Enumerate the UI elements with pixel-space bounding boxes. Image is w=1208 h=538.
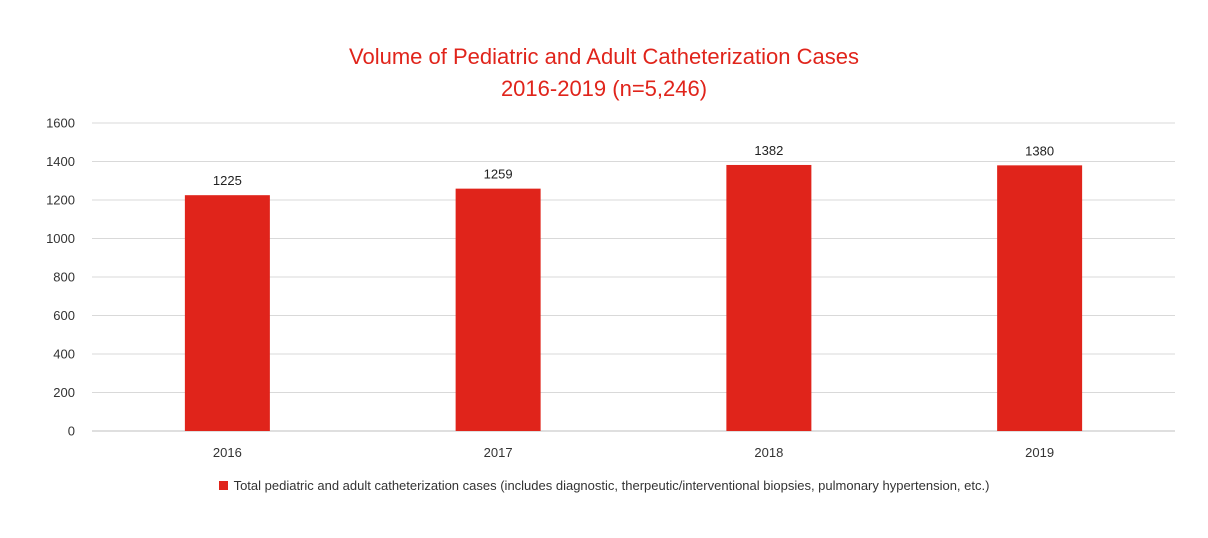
- y-tick-label: 0: [68, 424, 75, 439]
- y-tick-label: 1000: [46, 231, 75, 246]
- data-label: 1225: [213, 173, 242, 188]
- y-tick-label: 1400: [46, 154, 75, 169]
- x-tick-label: 2019: [1025, 445, 1054, 460]
- y-tick-label: 400: [53, 347, 75, 362]
- data-label: 1259: [484, 167, 513, 182]
- y-tick-label: 1600: [46, 116, 75, 131]
- data-label: 1380: [1025, 143, 1054, 158]
- bar-2017: [455, 188, 541, 431]
- x-tick-label: 2018: [754, 445, 783, 460]
- x-tick-label: 2017: [484, 445, 513, 460]
- chart-subtitle: 2016-2019 (n=5,246): [500, 76, 708, 101]
- legend-label: Total pediatric and adult catheterizatio…: [233, 478, 990, 493]
- legend: Total pediatric and adult catheterizatio…: [0, 478, 1208, 493]
- data-label: 1382: [754, 143, 783, 158]
- y-tick-label: 1200: [46, 193, 75, 208]
- y-tick-label: 200: [53, 385, 75, 400]
- bar-2018: [726, 164, 812, 431]
- y-tick-label: 800: [53, 270, 75, 285]
- x-tick-label: 2016: [213, 445, 242, 460]
- bar-2016: [184, 195, 270, 431]
- chart-title: Volume of Pediatric and Adult Catheteriz…: [349, 44, 859, 69]
- legend-swatch: [218, 481, 228, 490]
- bar-2019: [997, 165, 1083, 431]
- y-tick-label: 600: [53, 308, 75, 323]
